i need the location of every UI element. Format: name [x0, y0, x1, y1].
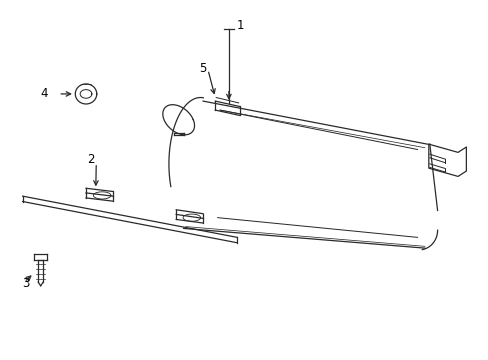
Text: 1: 1 [236, 19, 243, 32]
Text: 3: 3 [22, 278, 30, 291]
Text: 4: 4 [41, 87, 48, 100]
Text: 5: 5 [199, 62, 206, 75]
Text: 2: 2 [87, 153, 95, 166]
